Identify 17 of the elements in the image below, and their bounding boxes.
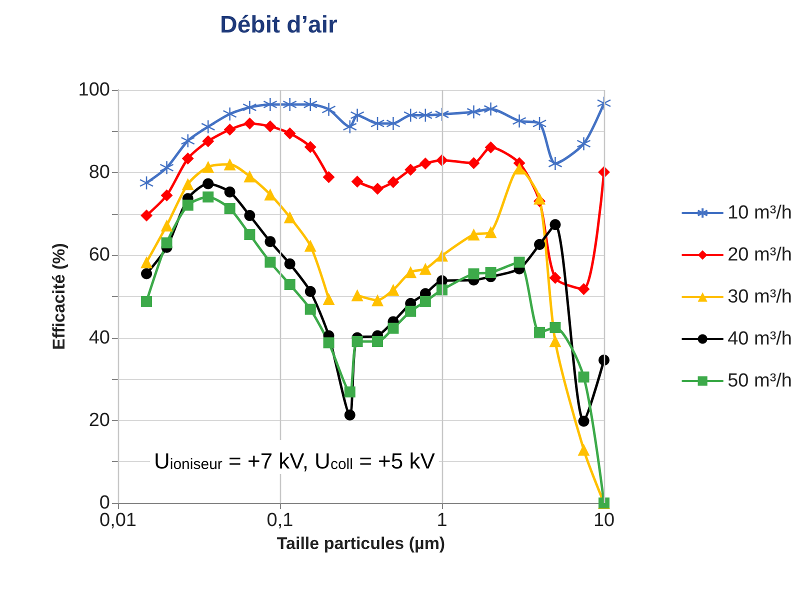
x-axis-title: Taille particules (µm) — [276, 534, 446, 553]
legend-label: 10 m³/h — [728, 202, 792, 224]
y-axis-title: Efficacité (%) — [49, 243, 68, 350]
y-tick-label: 60 — [88, 244, 110, 266]
legend-label: 20 m³/h — [728, 244, 792, 266]
y-tick-label: 40 — [88, 327, 110, 348]
y-tick-label: 100 — [78, 80, 110, 100]
y-tick-label: 80 — [88, 162, 110, 184]
legend-label: 40 m³/h — [728, 328, 792, 350]
x-tick-label: 1 — [436, 510, 448, 531]
annotation: Uioniseur = +7 kV, Ucoll = +5 kV — [154, 448, 436, 474]
y-tick-label: 20 — [88, 410, 110, 431]
x-tick-label: 10 — [593, 510, 615, 531]
legend-label: 50 m³/h — [728, 370, 792, 392]
x-tick-label: 0,1 — [266, 510, 294, 531]
chart-title: Débit d’air — [220, 12, 338, 38]
legend-label: 30 m³/h — [728, 286, 792, 308]
